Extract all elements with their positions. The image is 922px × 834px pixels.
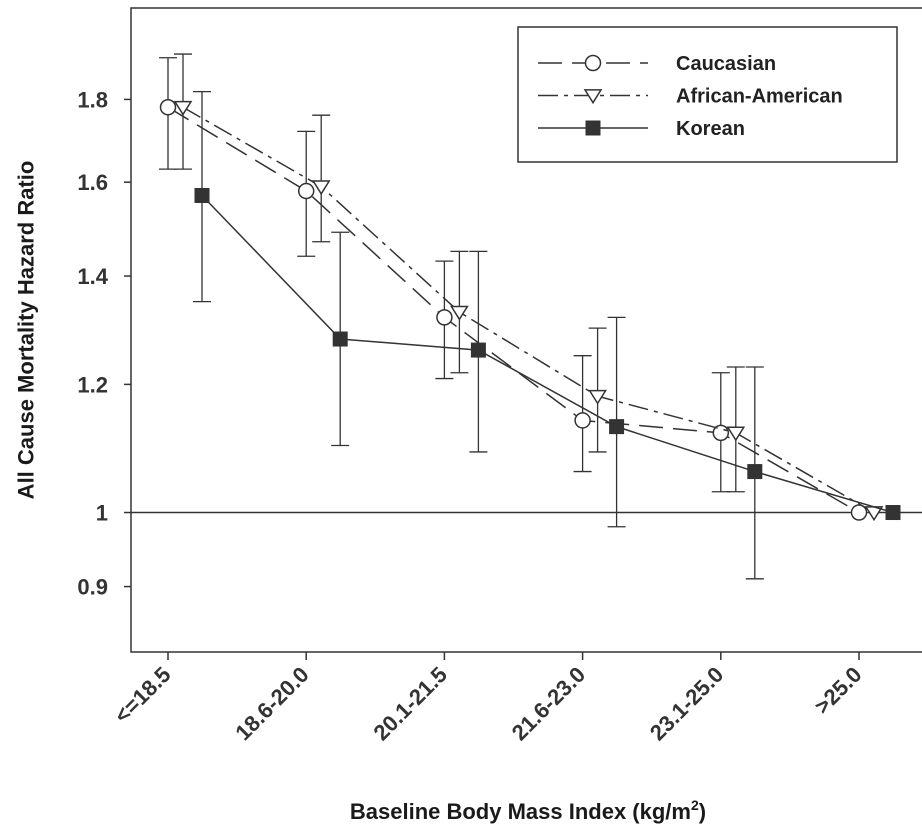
legend-label: African-American: [676, 86, 843, 108]
legend-marker: [585, 120, 601, 136]
data-point: [588, 389, 607, 405]
y-axis-title: All Cause Mortality Hazard Ratio: [14, 161, 39, 500]
y-tick-label: 1.4: [77, 264, 108, 289]
data-point: [747, 464, 763, 480]
series-korean: [193, 90, 901, 580]
error-bar: [312, 114, 331, 243]
x-tick-label: 18.6-20.0: [230, 662, 313, 745]
data-point: [450, 305, 469, 321]
data-point: [194, 187, 210, 203]
legend-marker: [584, 54, 602, 72]
y-tick-label: 1.8: [77, 87, 108, 112]
data-point: [470, 342, 486, 358]
data-point: [726, 426, 746, 442]
y-tick-label: 1: [96, 501, 108, 526]
x-tick-label: >25.0: [809, 662, 866, 719]
legend-label: Caucasian: [676, 53, 776, 75]
legend-label: Korean: [676, 118, 745, 140]
data-point: [574, 412, 591, 429]
data-point: [850, 504, 868, 521]
x-tick-label: 21.6-23.0: [507, 662, 590, 745]
legend: Caucasian African-American Korean: [517, 26, 898, 163]
series-line: [167, 106, 860, 514]
data-point: [436, 309, 453, 326]
x-axis-title: Baseline Body Mass Index (kg/m2): [350, 797, 706, 824]
legend-box: [517, 26, 898, 163]
y-tick-label: 1.6: [77, 170, 108, 195]
y-tick-label: 0.9: [77, 575, 108, 600]
series-line: [182, 106, 875, 514]
series-layer: [159, 53, 901, 580]
plot-frame: [130, 7, 922, 653]
data-point: [609, 419, 625, 435]
data-point: [173, 100, 193, 116]
x-tick-label: 23.1-25.0: [645, 662, 728, 745]
data-point: [311, 180, 331, 196]
x-tick-label: <=18.5: [109, 662, 175, 728]
x-axis: <=18.5 18.6-20.0 20.1-21.5 21.6-23.0 23.1-25…: [109, 652, 867, 745]
data-point: [885, 505, 901, 521]
series-african-american: [173, 53, 884, 522]
data-point: [297, 182, 315, 200]
legend-marker: [583, 89, 603, 105]
data-point: [332, 331, 348, 347]
series-line: [201, 194, 894, 514]
x-tick-label: 20.1-21.5: [369, 662, 452, 745]
y-tick-label: 1.2: [77, 372, 108, 397]
data-point: [159, 99, 177, 116]
series-caucasian: [159, 57, 868, 521]
y-axis: 0.9 1 1.2 1.4 1.6 1.8: [77, 87, 131, 600]
